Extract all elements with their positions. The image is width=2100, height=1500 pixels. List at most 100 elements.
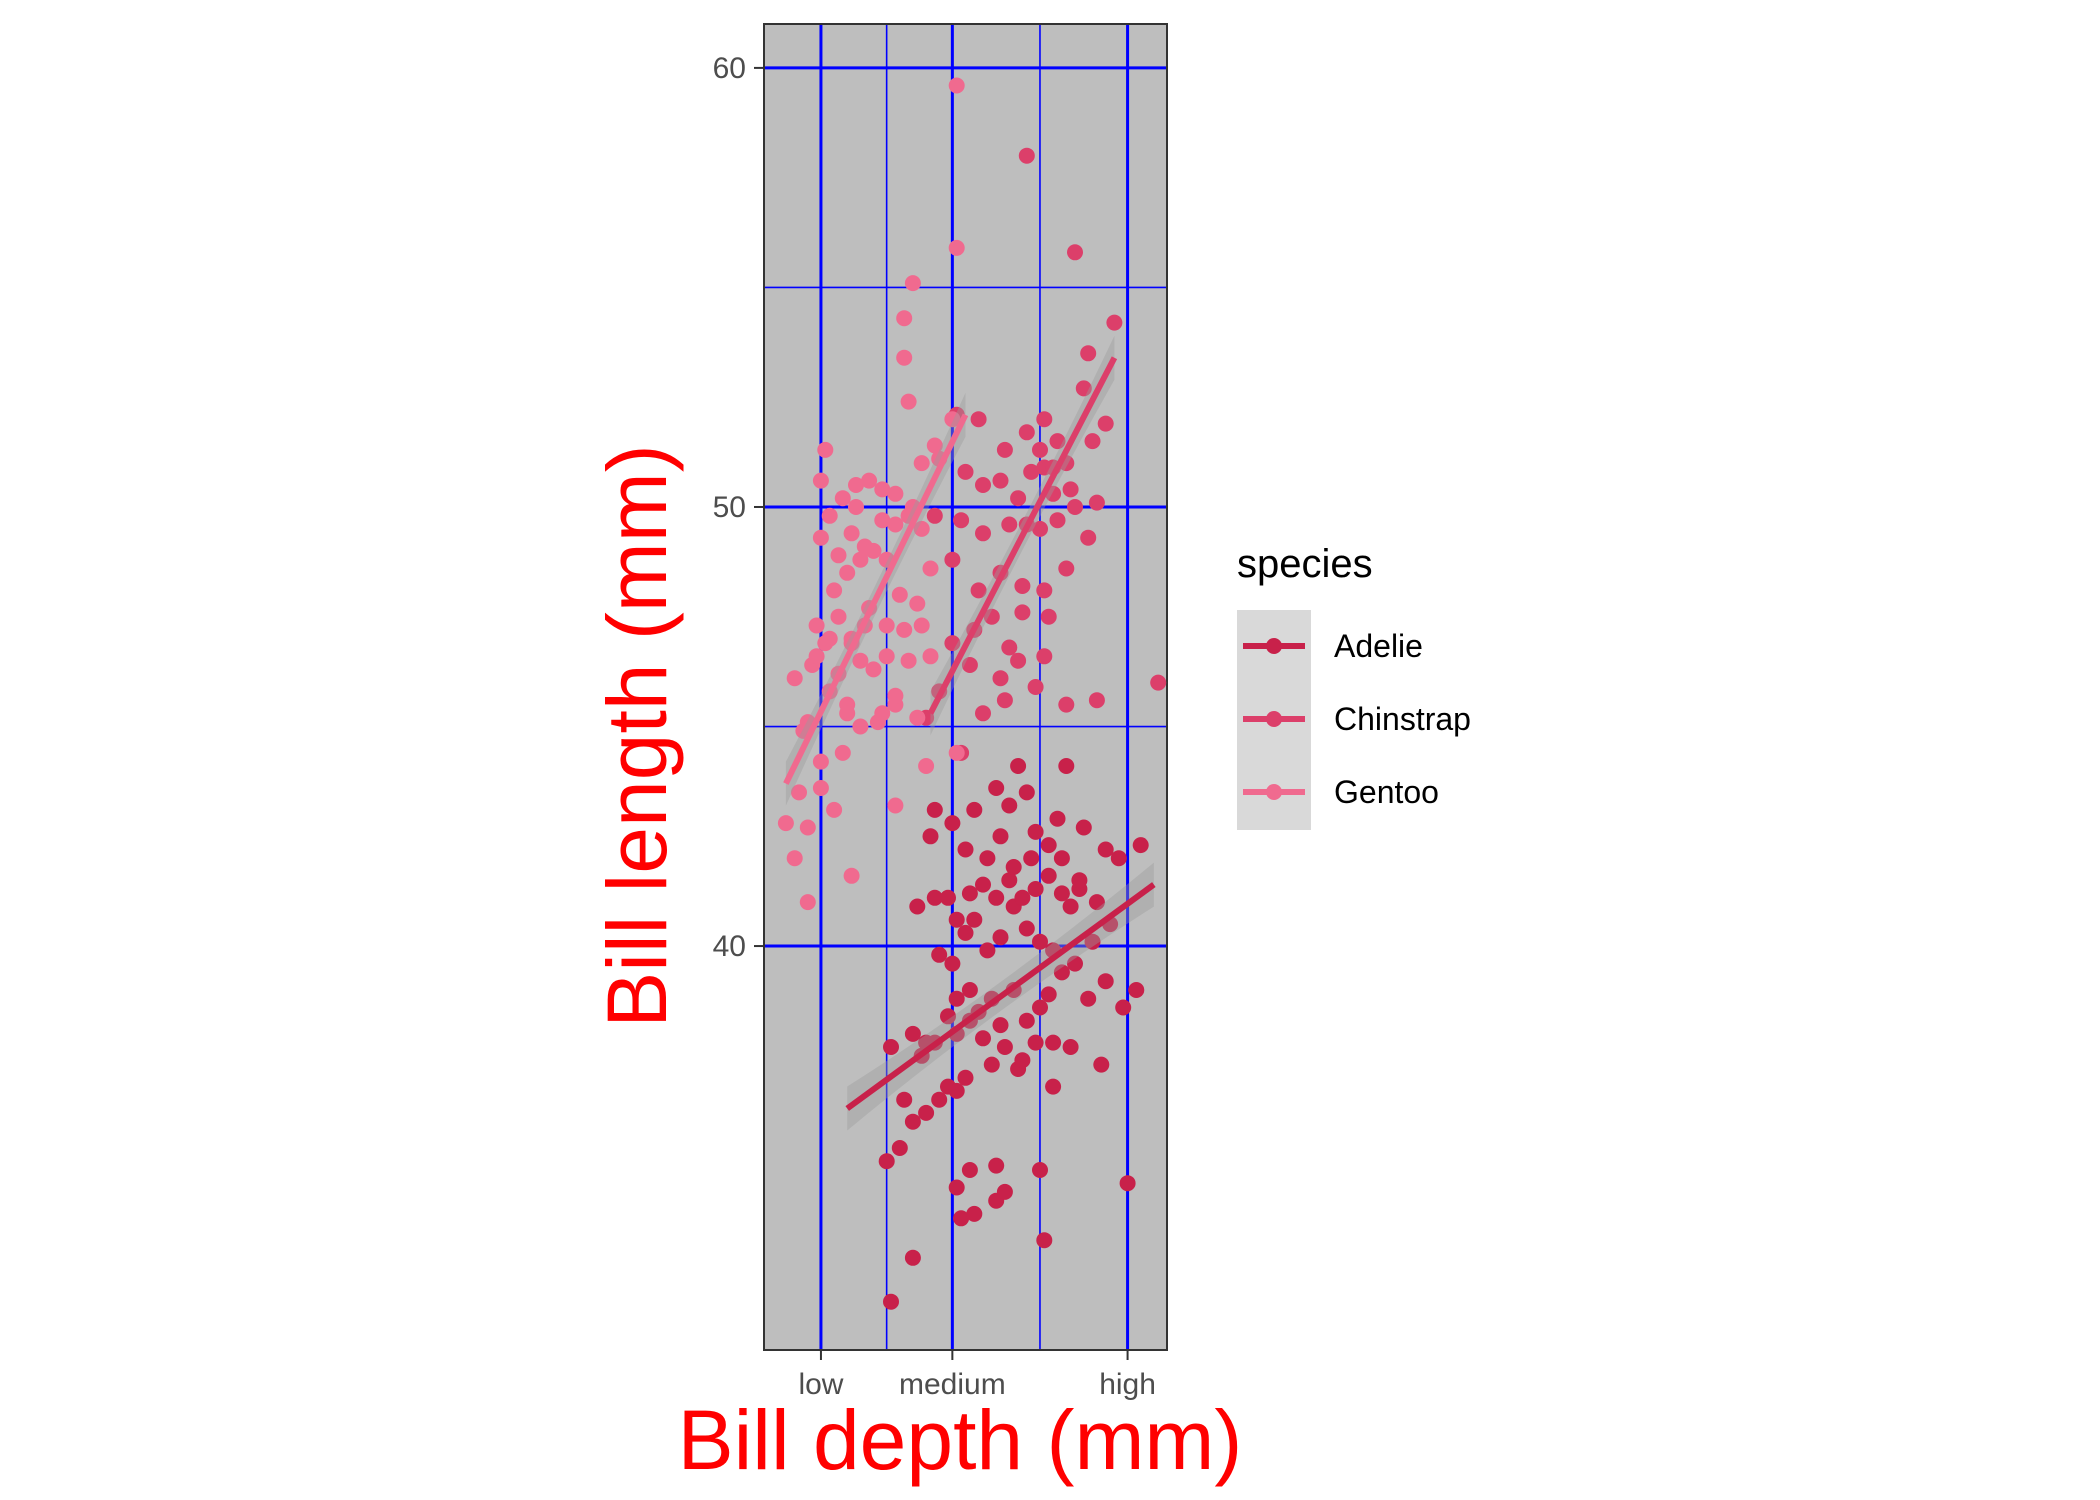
- point-chinstrap: [1036, 411, 1053, 428]
- point-gentoo: [900, 393, 917, 410]
- point-chinstrap: [992, 472, 1009, 489]
- point-gentoo: [808, 648, 825, 665]
- point-adelie: [931, 946, 948, 963]
- point-adelie: [961, 982, 978, 998]
- point-adelie: [1027, 1034, 1044, 1051]
- point-gentoo: [830, 608, 847, 625]
- point-chinstrap: [970, 582, 987, 599]
- point-adelie: [918, 1104, 935, 1121]
- point-chinstrap: [1018, 147, 1035, 164]
- point-gentoo: [821, 630, 838, 647]
- point-gentoo: [896, 621, 913, 638]
- point-chinstrap: [957, 463, 974, 480]
- point-adelie: [1027, 881, 1044, 897]
- point-adelie: [1084, 933, 1101, 950]
- point-gentoo: [913, 520, 930, 537]
- point-chinstrap: [944, 635, 961, 652]
- fit-line-chinstrap: [927, 356, 1118, 715]
- point-gentoo: [896, 349, 913, 366]
- point-adelie: [878, 1153, 895, 1170]
- point-adelie: [961, 1162, 978, 1178]
- point-gentoo: [812, 753, 829, 770]
- point-adelie: [948, 1179, 965, 1196]
- point-chinstrap: [961, 657, 978, 673]
- point-adelie: [1010, 758, 1027, 774]
- point-chinstrap: [1023, 463, 1040, 480]
- point-chinstrap: [1058, 696, 1075, 713]
- point-adelie: [1075, 819, 1092, 836]
- point-chinstrap: [1040, 608, 1057, 625]
- point-adelie: [957, 841, 974, 858]
- legend-point: [1266, 638, 1282, 654]
- point-gentoo: [878, 617, 895, 634]
- point-gentoo: [799, 894, 816, 911]
- point-adelie: [1014, 1052, 1031, 1069]
- point-gentoo: [948, 239, 965, 256]
- point-adelie: [979, 850, 996, 867]
- point-chinstrap: [1058, 560, 1075, 577]
- point-gentoo: [843, 525, 860, 542]
- regression-lines: [783, 335, 1156, 1131]
- point-adelie: [1132, 837, 1149, 854]
- point-gentoo: [900, 652, 917, 669]
- point-adelie: [988, 780, 1005, 796]
- point-gentoo: [878, 648, 895, 665]
- point-chinstrap: [1032, 520, 1048, 537]
- point-adelie: [1040, 837, 1057, 854]
- point-gentoo: [861, 472, 878, 489]
- point-adelie: [926, 801, 943, 818]
- point-gentoo: [896, 310, 913, 327]
- point-chinstrap: [1014, 604, 1031, 621]
- point-adelie: [1097, 973, 1114, 990]
- point-chinstrap: [1088, 692, 1105, 709]
- point-adelie: [1027, 823, 1044, 840]
- point-adelie: [1119, 1175, 1136, 1192]
- point-adelie: [957, 924, 974, 941]
- point-chinstrap: [975, 477, 991, 493]
- point-adelie: [1093, 1056, 1110, 1073]
- legend: species Adelie Chinstrap Gentoo: [1237, 542, 1471, 830]
- point-adelie: [1032, 999, 1048, 1016]
- point-gentoo: [812, 472, 829, 489]
- point-chinstrap: [1018, 424, 1035, 441]
- point-adelie: [904, 1025, 921, 1042]
- point-gentoo: [874, 705, 891, 722]
- point-adelie: [1080, 990, 1097, 1007]
- point-adelie: [1018, 1012, 1035, 1029]
- point-adelie: [992, 828, 1009, 845]
- legend-item-chinstrap: Chinstrap: [1243, 701, 1471, 737]
- point-gentoo: [821, 507, 838, 524]
- point-adelie: [1097, 841, 1114, 858]
- point-gentoo: [826, 582, 843, 599]
- legend-point: [1266, 784, 1282, 800]
- x-tick-label: medium: [899, 1368, 1006, 1401]
- point-adelie: [1067, 955, 1083, 972]
- point-adelie: [957, 1069, 974, 1086]
- point-adelie: [883, 1039, 899, 1055]
- point-chinstrap: [1001, 639, 1018, 656]
- point-chinstrap: [1001, 516, 1018, 533]
- legend-title: species: [1237, 542, 1373, 586]
- point-adelie: [1018, 784, 1035, 801]
- point-gentoo: [856, 538, 873, 555]
- y-tick-label: 40: [713, 930, 746, 963]
- legend-point: [1266, 711, 1282, 727]
- point-chinstrap: [1027, 679, 1044, 695]
- point-adelie: [1053, 964, 1070, 981]
- point-adelie: [1040, 986, 1057, 1003]
- point-adelie: [992, 929, 1009, 946]
- legend-item-adelie: Adelie: [1243, 628, 1423, 664]
- point-adelie: [979, 942, 996, 959]
- point-gentoo: [909, 595, 926, 612]
- point-adelie: [896, 1091, 913, 1108]
- fit-line-adelie: [845, 882, 1156, 1111]
- point-adelie: [996, 1039, 1013, 1055]
- point-gentoo: [948, 744, 965, 761]
- point-adelie: [1018, 920, 1035, 937]
- point-gentoo: [944, 411, 961, 428]
- point-adelie: [1001, 797, 1018, 814]
- point-adelie: [909, 898, 926, 915]
- point-chinstrap: [953, 512, 970, 529]
- point-adelie: [975, 876, 991, 893]
- point-gentoo: [909, 709, 926, 726]
